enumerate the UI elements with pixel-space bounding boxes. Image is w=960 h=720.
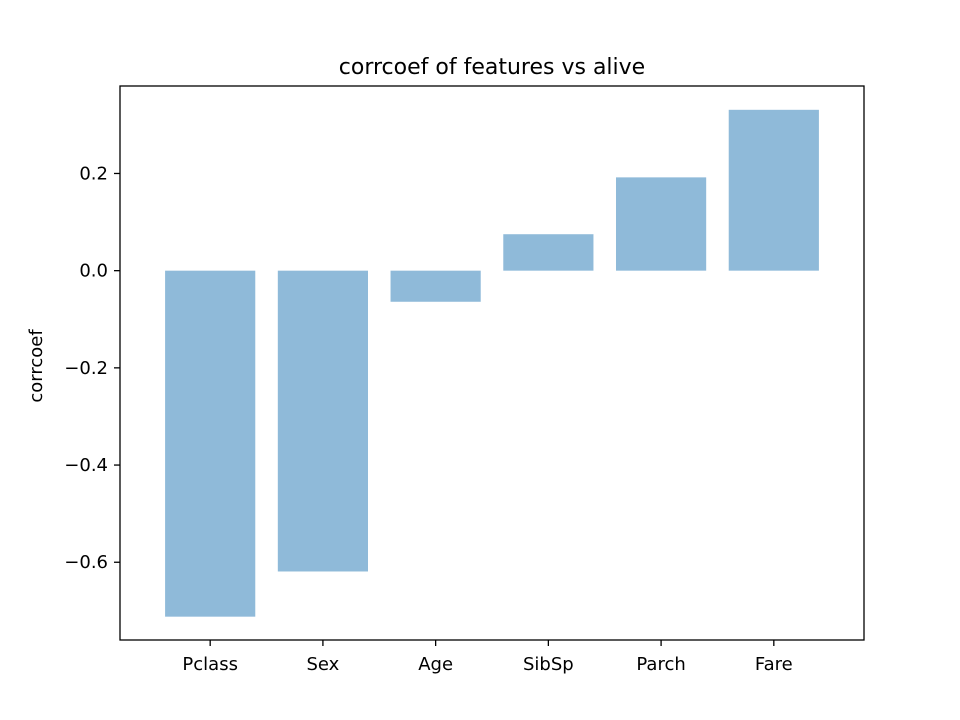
y-tick-label: 0.2 bbox=[79, 163, 108, 184]
bar-sibsp bbox=[503, 234, 594, 271]
x-tick-label: Fare bbox=[755, 654, 793, 675]
bar-age bbox=[390, 270, 481, 302]
bars-group bbox=[165, 109, 819, 617]
y-tick-label: −0.4 bbox=[64, 455, 108, 476]
y-tick-label: −0.2 bbox=[64, 358, 108, 379]
y-tick-label: 0.0 bbox=[79, 261, 108, 282]
x-tick-label: Sex bbox=[306, 654, 339, 675]
x-tick-label: Pclass bbox=[182, 654, 238, 675]
y-axis-label: corrcoef bbox=[26, 329, 47, 403]
x-axis: Pclass Sex Age SibSp Parch Fare bbox=[182, 640, 793, 675]
x-tick-label: SibSp bbox=[523, 654, 574, 675]
bar-fare bbox=[728, 109, 819, 271]
x-tick-label: Parch bbox=[636, 654, 685, 675]
bar-sex bbox=[277, 270, 368, 572]
plot-frame bbox=[119, 85, 865, 641]
y-axis: 0.2 0.0 −0.2 −0.4 −0.6 bbox=[64, 163, 120, 573]
bar-parch bbox=[616, 177, 707, 271]
y-tick-label: −0.6 bbox=[64, 552, 108, 573]
chart-title: corrcoef of features vs alive bbox=[339, 55, 645, 80]
bar-pclass bbox=[165, 270, 256, 617]
x-tick-label: Age bbox=[418, 654, 453, 675]
